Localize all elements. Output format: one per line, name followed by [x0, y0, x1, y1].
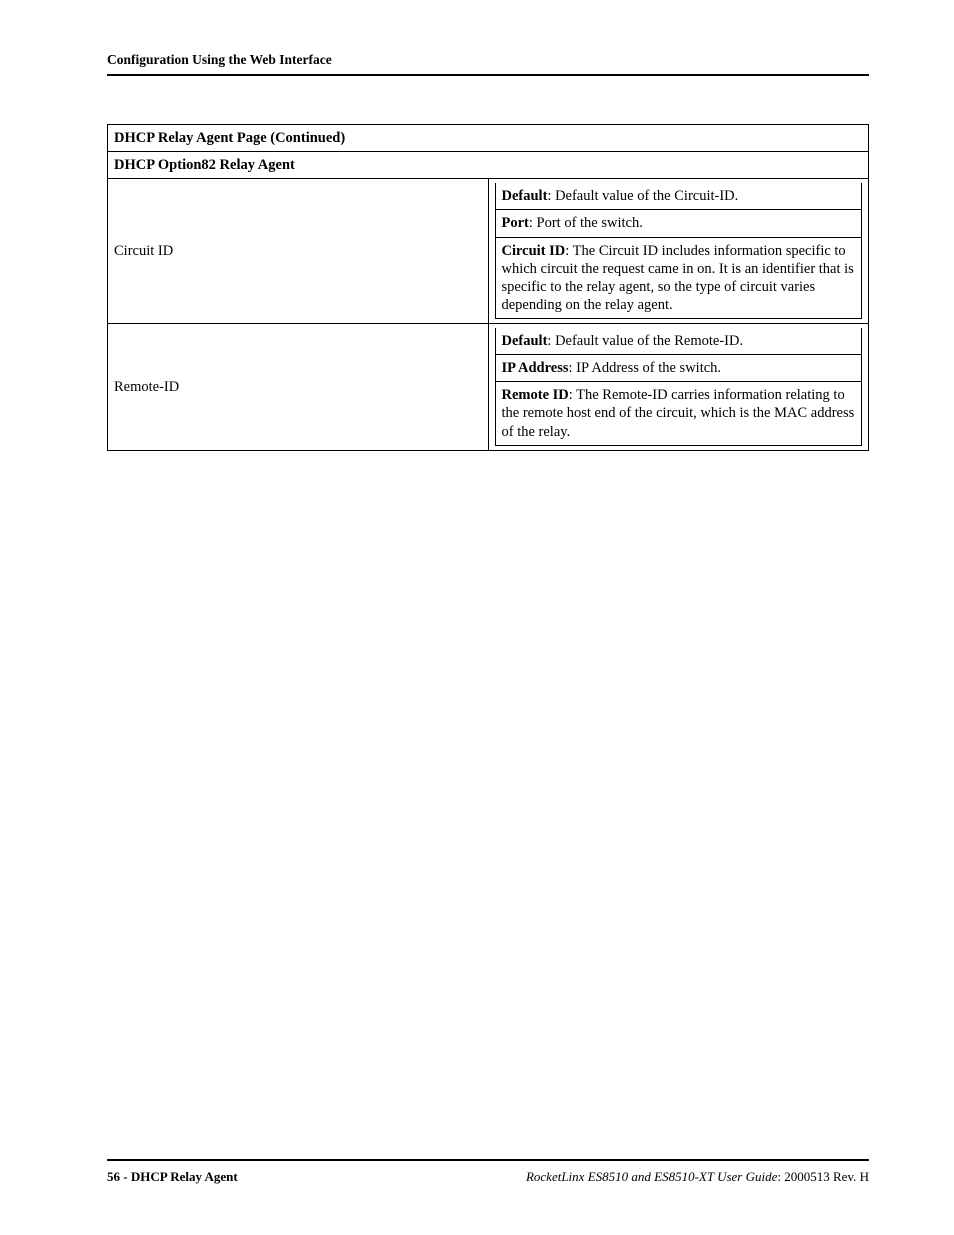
row-desc-remote-id: Default: Default value of the Remote-ID.… — [488, 324, 869, 451]
table-row: Remote-ID Default: Default value of the … — [108, 324, 869, 451]
table-row: Circuit ID Default: Default value of the… — [108, 179, 869, 324]
desc-item: Default: Default value of the Circuit-ID… — [495, 183, 862, 210]
desc-item: Default: Default value of the Remote-ID. — [495, 328, 862, 355]
table-title: DHCP Relay Agent Page (Continued) — [108, 125, 869, 152]
footer-left: 56 - DHCP Relay Agent — [107, 1169, 238, 1185]
desc-item: Circuit ID: The Circuit ID includes info… — [495, 237, 862, 319]
desc-item: IP Address: IP Address of the switch. — [495, 355, 862, 382]
desc-item: Port: Port of the switch. — [495, 210, 862, 237]
relay-agent-table: DHCP Relay Agent Page (Continued) DHCP O… — [107, 124, 869, 451]
row-label-circuit-id: Circuit ID — [108, 179, 489, 324]
row-label-remote-id: Remote-ID — [108, 324, 489, 451]
row-desc-circuit-id: Default: Default value of the Circuit-ID… — [488, 179, 869, 324]
page-footer: 56 - DHCP Relay Agent RocketLinx ES8510 … — [107, 1159, 869, 1185]
section-title: DHCP Option82 Relay Agent — [108, 152, 869, 179]
page-header: Configuration Using the Web Interface — [107, 52, 869, 76]
footer-right: RocketLinx ES8510 and ES8510-XT User Gui… — [526, 1169, 869, 1185]
desc-item: Remote ID: The Remote-ID carries informa… — [495, 382, 862, 445]
